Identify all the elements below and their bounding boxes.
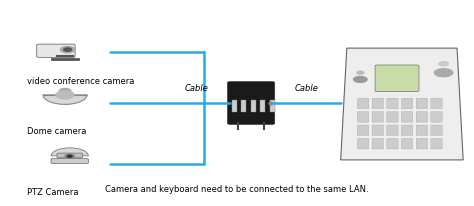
FancyBboxPatch shape [431, 138, 442, 149]
FancyBboxPatch shape [357, 98, 369, 109]
FancyBboxPatch shape [375, 65, 419, 92]
FancyBboxPatch shape [431, 98, 442, 109]
Text: video conference camera: video conference camera [27, 77, 135, 85]
Polygon shape [341, 48, 463, 160]
FancyBboxPatch shape [416, 112, 428, 122]
FancyBboxPatch shape [431, 125, 442, 136]
FancyBboxPatch shape [372, 125, 383, 136]
FancyBboxPatch shape [387, 112, 398, 122]
Wedge shape [51, 148, 88, 156]
FancyBboxPatch shape [416, 138, 428, 149]
FancyBboxPatch shape [372, 138, 383, 149]
FancyBboxPatch shape [36, 44, 75, 57]
FancyBboxPatch shape [232, 100, 237, 112]
FancyBboxPatch shape [416, 125, 428, 136]
Text: Dome camera: Dome camera [27, 127, 87, 136]
FancyBboxPatch shape [241, 100, 246, 112]
FancyBboxPatch shape [416, 98, 428, 109]
FancyBboxPatch shape [387, 98, 398, 109]
Circle shape [56, 91, 74, 99]
Circle shape [354, 76, 367, 82]
Circle shape [67, 155, 72, 157]
FancyBboxPatch shape [372, 98, 383, 109]
FancyBboxPatch shape [387, 138, 398, 149]
Text: Cable: Cable [185, 84, 209, 93]
FancyBboxPatch shape [260, 100, 265, 112]
FancyBboxPatch shape [401, 125, 413, 136]
Text: Camera and keyboard need to be connected to the same LAN.: Camera and keyboard need to be connected… [105, 185, 369, 194]
Circle shape [59, 89, 71, 93]
FancyBboxPatch shape [228, 82, 275, 124]
Wedge shape [43, 95, 87, 104]
FancyBboxPatch shape [357, 125, 369, 136]
FancyBboxPatch shape [357, 112, 369, 122]
FancyBboxPatch shape [401, 112, 413, 122]
FancyBboxPatch shape [401, 138, 413, 149]
Circle shape [434, 69, 453, 77]
Text: PTZ Camera: PTZ Camera [27, 188, 79, 197]
FancyBboxPatch shape [251, 100, 256, 112]
FancyBboxPatch shape [57, 153, 82, 158]
Circle shape [438, 62, 448, 66]
Circle shape [60, 47, 75, 53]
FancyBboxPatch shape [51, 159, 89, 163]
FancyBboxPatch shape [431, 112, 442, 122]
FancyBboxPatch shape [401, 98, 413, 109]
Circle shape [64, 48, 72, 51]
Circle shape [357, 71, 364, 74]
Text: Cable: Cable [294, 84, 319, 93]
FancyBboxPatch shape [270, 100, 275, 112]
FancyBboxPatch shape [387, 125, 398, 136]
FancyBboxPatch shape [372, 112, 383, 122]
Circle shape [65, 154, 74, 158]
FancyBboxPatch shape [357, 138, 369, 149]
